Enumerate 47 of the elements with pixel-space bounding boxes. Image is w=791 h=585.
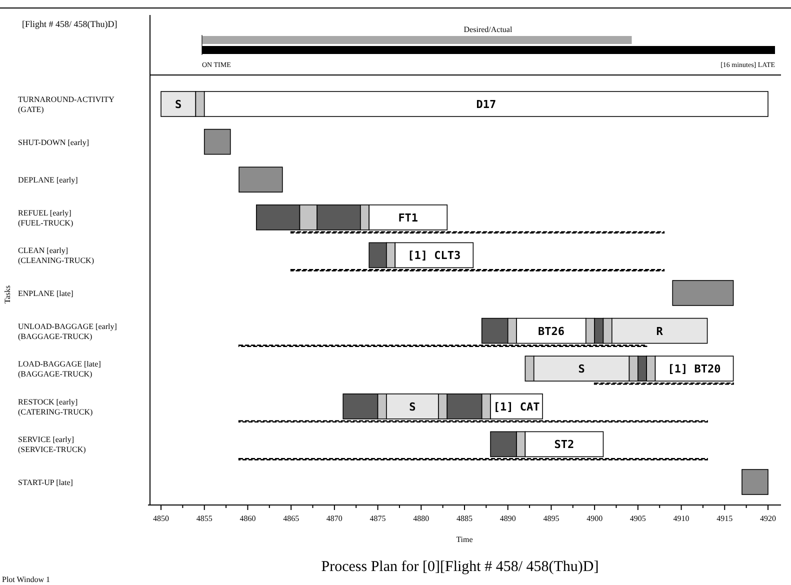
annotation: FT1 xyxy=(398,211,418,224)
x-tick-label: 4885 xyxy=(456,514,472,523)
x-tick-label: 4875 xyxy=(370,514,386,523)
annotation: [1] CLT3 xyxy=(408,249,461,262)
x-tick-label: 4915 xyxy=(716,514,733,523)
bar xyxy=(204,128,231,155)
annotation: BT26 xyxy=(538,324,565,338)
annotation: S xyxy=(175,98,182,111)
y-tick-label: RESTOCK [early] (CATERING-TRUCK) xyxy=(18,397,93,416)
x-tick-label: 4880 xyxy=(413,514,430,523)
x-tick-label: 4905 xyxy=(630,514,646,523)
x-tick-label: 4850 xyxy=(153,514,170,523)
bar xyxy=(672,280,734,306)
x-tick-label: 4920 xyxy=(760,514,776,523)
y-tick-label: DEPLANE [early] xyxy=(18,176,78,185)
x-tick-label: 4855 xyxy=(196,514,212,523)
y-tick-label: LOAD-BAGGAGE [late] (BAGGAGE-TRUCK) xyxy=(18,360,102,379)
y-tick-label: START-UP [late] xyxy=(18,478,74,487)
y-tick-label: ENPLANE [late] xyxy=(18,289,74,298)
x-tick-label: 4870 xyxy=(326,514,342,523)
y-tick-label: CLEAN [early] (CLEANING-TRUCK) xyxy=(18,246,94,266)
y-tick-label: TURNAROUND-ACTIVITY (GATE) xyxy=(18,95,115,114)
annotation: [1] BT20 xyxy=(668,362,721,376)
x-tick-label: 4860 xyxy=(240,514,256,523)
annotation: [1] CAT xyxy=(493,400,540,414)
bar xyxy=(742,469,768,495)
annotation: ST2 xyxy=(554,438,574,452)
y-tick-label: SHUT-DOWN [early] xyxy=(18,138,90,147)
x-tick-label: 4910 xyxy=(673,514,690,523)
x-axis-title: Time xyxy=(456,535,474,544)
x-tick-label: 4890 xyxy=(500,514,516,523)
x-tick-label: 4895 xyxy=(543,514,560,523)
chart-title: Desired/Actual xyxy=(464,25,513,34)
y-tick-label: UNLOAD-BAGGAGE [early] (BAGGAGE-TRUCK) xyxy=(18,322,118,341)
x-tick-label: 4900 xyxy=(586,514,603,523)
annotation: S xyxy=(409,400,416,414)
y-tick-label: SERVICE [early] (SERVICE-TRUCK) xyxy=(18,435,86,454)
text: [Flight # 458/ 458(Thu)D] xyxy=(22,19,118,29)
annotation: D17 xyxy=(476,98,496,111)
bar xyxy=(238,166,283,192)
y-axis-title: Tasks xyxy=(3,285,12,304)
text: Plot Window 1 xyxy=(2,575,50,584)
x-tick-label: 4865 xyxy=(283,514,300,523)
text: Process Plan for [0][Flight # 458/ 458(Thu)D] xyxy=(321,559,599,575)
y-tick-label: REFUEL [early] (FUEL-TRUCK) xyxy=(18,208,74,228)
annotation: R xyxy=(656,324,664,338)
annotation: S xyxy=(578,362,585,376)
